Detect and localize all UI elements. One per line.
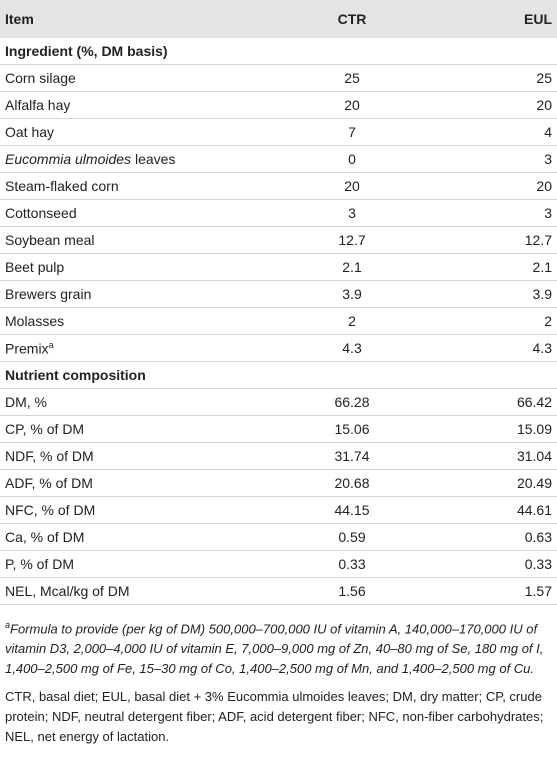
ctr-cell: 2 — [262, 307, 442, 335]
eul-cell: 4.3 — [442, 334, 557, 362]
header-row: Item CTR EUL — [0, 0, 557, 38]
eul-cell: 20 — [442, 91, 557, 119]
ctr-cell: 7 — [262, 118, 442, 146]
eul-cell: 0.33 — [442, 550, 557, 578]
eul-cell: 66.42 — [442, 388, 557, 416]
header-cell: EUL — [442, 0, 557, 38]
item-cell: Premixa — [0, 334, 262, 362]
footnote: aFormula to provide (per kg of DM) 500,0… — [5, 615, 552, 679]
footnote-text: Formula to provide (per kg of DM) 500,00… — [5, 621, 544, 677]
ctr-cell: 3.9 — [262, 280, 442, 308]
item-cell: Molasses — [0, 307, 262, 335]
row: Alfalfa hay 20 20 — [0, 91, 557, 119]
row: Steam-flaked corn 20 20 — [0, 172, 557, 200]
item-cell: Eucommia ulmoides leaves — [0, 145, 262, 173]
item-sup: a — [48, 339, 54, 350]
row: NDF, % of DM 31.74 31.04 — [0, 442, 557, 470]
footnote-marker: a — [5, 620, 11, 630]
item-cell: NDF, % of DM — [0, 442, 262, 470]
ctr-cell: 0.33 — [262, 550, 442, 578]
eul-cell: 31.04 — [442, 442, 557, 470]
section-row: Ingredient (%, DM basis) — [0, 38, 557, 65]
item-cell: Beet pulp — [0, 253, 262, 281]
section-title: Nutrient composition — [0, 361, 557, 389]
item-cell: NEL, Mcal/kg of DM — [0, 577, 262, 605]
section-row: Nutrient composition — [0, 361, 557, 389]
row: Eucommia ulmoides leaves 0 3 — [0, 145, 557, 173]
header-cell: CTR — [262, 0, 442, 38]
eul-cell: 2.1 — [442, 253, 557, 281]
footnote-text: CTR, basal diet; EUL, basal diet + 3% Eu… — [5, 689, 544, 745]
item-cell: DM, % — [0, 388, 262, 416]
row: Cottonseed 3 3 — [0, 199, 557, 227]
section-title: Ingredient (%, DM basis) — [0, 38, 557, 65]
eul-cell: 20.49 — [442, 469, 557, 497]
row: Soybean meal 12.7 12.7 — [0, 226, 557, 254]
ctr-cell: 2.1 — [262, 253, 442, 281]
item-cell: Ca, % of DM — [0, 523, 262, 551]
ctr-cell: 31.74 — [262, 442, 442, 470]
footnotes: aFormula to provide (per kg of DM) 500,0… — [0, 605, 557, 747]
eul-cell: 4 — [442, 118, 557, 146]
ctr-cell: 4.3 — [262, 334, 442, 362]
row: NFC, % of DM 44.15 44.61 — [0, 496, 557, 524]
item-cell: Soybean meal — [0, 226, 262, 254]
eul-cell: 15.09 — [442, 415, 557, 443]
item-cell: ADF, % of DM — [0, 469, 262, 497]
eul-cell: 2 — [442, 307, 557, 335]
ctr-cell: 20 — [262, 91, 442, 119]
eul-cell: 44.61 — [442, 496, 557, 524]
item-italic: Eucommia ulmoides — [5, 151, 132, 167]
item-cell: Brewers grain — [0, 280, 262, 308]
row: P, % of DM 0.33 0.33 — [0, 550, 557, 578]
item-cell: Oat hay — [0, 118, 262, 146]
item-cell: Alfalfa hay — [0, 91, 262, 119]
item-cell: P, % of DM — [0, 550, 262, 578]
ctr-cell: 25 — [262, 64, 442, 92]
row: Corn silage 25 25 — [0, 64, 557, 92]
ctr-cell: 20 — [262, 172, 442, 200]
header-cell: Item — [0, 0, 262, 38]
ctr-cell: 0.59 — [262, 523, 442, 551]
footnote: CTR, basal diet; EUL, basal diet + 3% Eu… — [5, 687, 552, 747]
item-text: leaves — [131, 151, 176, 167]
table-body: Ingredient (%, DM basis) Corn silage 25 25 A… — [0, 38, 557, 605]
ctr-cell: 0 — [262, 145, 442, 173]
ctr-cell: 15.06 — [262, 415, 442, 443]
item-cell: Steam-flaked corn — [0, 172, 262, 200]
row: Beet pulp 2.1 2.1 — [0, 253, 557, 281]
ctr-cell: 20.68 — [262, 469, 442, 497]
item-cell: NFC, % of DM — [0, 496, 262, 524]
row: DM, % 66.28 66.42 — [0, 388, 557, 416]
row: NEL, Mcal/kg of DM 1.56 1.57 — [0, 577, 557, 605]
row: Oat hay 7 4 — [0, 118, 557, 146]
item-cell: CP, % of DM — [0, 415, 262, 443]
item-cell: Cottonseed — [0, 199, 262, 227]
table: Item CTR EUL Ingredient (%, DM basis) Cor… — [0, 0, 557, 605]
row: CP, % of DM 15.06 15.09 — [0, 415, 557, 443]
row: Ca, % of DM 0.59 0.63 — [0, 523, 557, 551]
eul-cell: 3.9 — [442, 280, 557, 308]
eul-cell: 3 — [442, 199, 557, 227]
ctr-cell: 3 — [262, 199, 442, 227]
eul-cell: 20 — [442, 172, 557, 200]
item-cell: Corn silage — [0, 64, 262, 92]
row: Brewers grain 3.9 3.9 — [0, 280, 557, 308]
ctr-cell: 1.56 — [262, 577, 442, 605]
eul-cell: 1.57 — [442, 577, 557, 605]
eul-cell: 3 — [442, 145, 557, 173]
ctr-cell: 44.15 — [262, 496, 442, 524]
row: Premixa 4.3 4.3 — [0, 334, 557, 362]
item-text: Premix — [5, 340, 49, 357]
row: Molasses 2 2 — [0, 307, 557, 335]
ctr-cell: 12.7 — [262, 226, 442, 254]
row: ADF, % of DM 20.68 20.49 — [0, 469, 557, 497]
eul-cell: 12.7 — [442, 226, 557, 254]
eul-cell: 0.63 — [442, 523, 557, 551]
ctr-cell: 66.28 — [262, 388, 442, 416]
eul-cell: 25 — [442, 64, 557, 92]
